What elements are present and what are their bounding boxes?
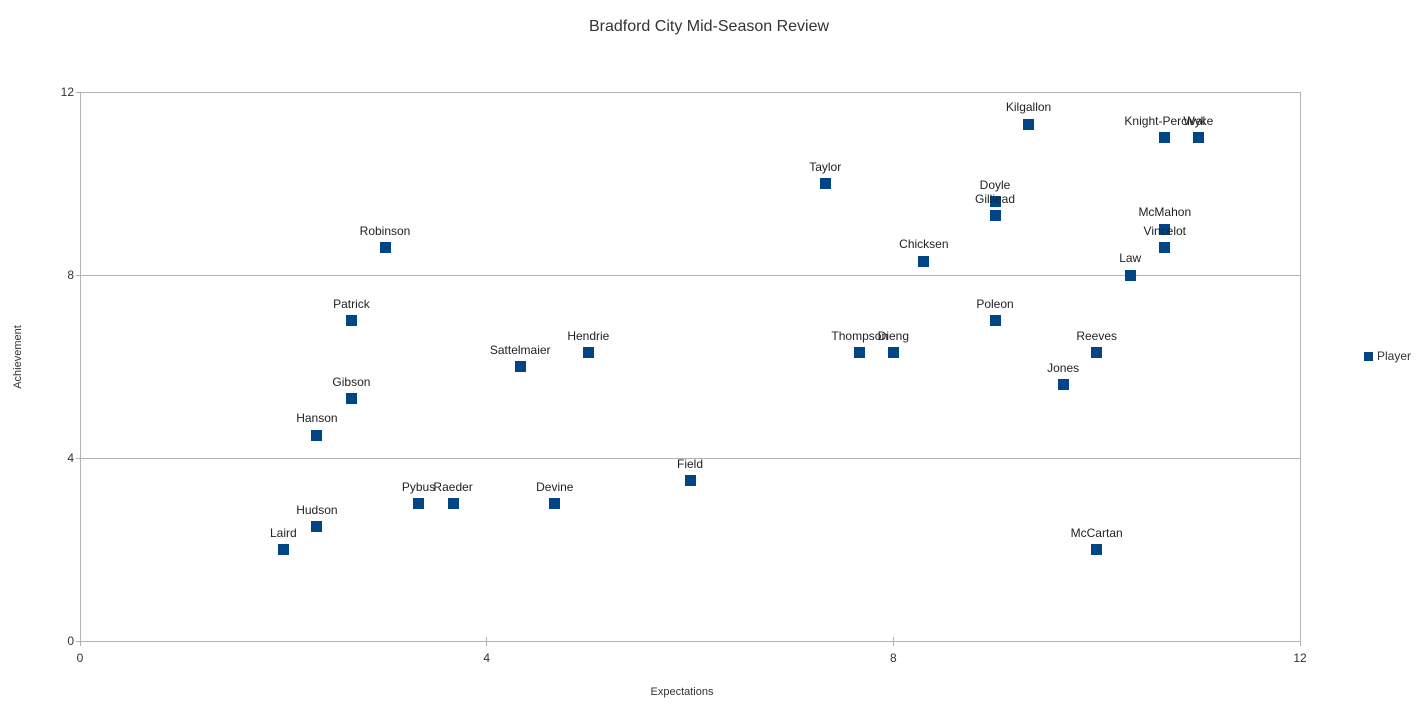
plot-right-border (1299, 92, 1301, 641)
data-point-label: Sattelmaier (489, 342, 551, 357)
data-point-label: Hanson (296, 411, 338, 426)
y-axis-tick (76, 274, 85, 276)
data-point-label: Gilliead (974, 191, 1016, 206)
x-axis-tick (486, 637, 488, 646)
y-axis-tick (76, 640, 85, 642)
data-point-label: Chicksen (899, 237, 949, 252)
data-point-label: Hudson (296, 502, 338, 517)
y-tick-label: 12 (60, 85, 74, 99)
data-point-label: Gibson (332, 374, 371, 389)
data-point-marker (989, 196, 1001, 208)
data-point-label: Patrick (333, 296, 370, 311)
grid-line-horizontal (80, 457, 1300, 459)
data-point-marker (1057, 379, 1069, 391)
data-point-label: McCartan (1070, 525, 1123, 540)
y-axis-tick (76, 457, 85, 459)
data-point-label: Wyke (1183, 113, 1214, 128)
grid-line-horizontal (80, 91, 1300, 93)
data-point-label: Robinson (359, 223, 411, 238)
data-point-marker (1023, 118, 1035, 130)
data-point-label: Reeves (1076, 328, 1117, 343)
data-point-marker (345, 315, 357, 327)
x-tick-label: 4 (483, 651, 490, 665)
data-point-label: Kilgallon (1005, 100, 1052, 115)
data-point-marker (1159, 132, 1171, 144)
data-point-label: Thompson (831, 328, 889, 343)
data-point-marker (989, 315, 1001, 327)
data-point-label: Jones (1047, 360, 1080, 375)
data-point-label: Poleon (976, 296, 1014, 311)
data-point-marker (684, 475, 696, 487)
y-axis-tick (76, 91, 85, 93)
data-point-marker (1124, 269, 1136, 281)
data-point-marker (1159, 242, 1171, 254)
y-axis-line (79, 92, 81, 641)
data-point-label: Law (1119, 251, 1142, 265)
data-point-label: Field (676, 456, 704, 471)
data-point-label: Knight-Percival (1124, 113, 1206, 128)
legend-marker-icon (1364, 351, 1373, 361)
data-point-marker (819, 178, 831, 189)
data-point-marker (277, 544, 289, 555)
x-axis-title: Expectations (650, 686, 714, 698)
data-point-label: Hendrie (567, 328, 610, 343)
data-point-marker (1192, 132, 1204, 144)
data-point-marker (413, 498, 425, 510)
data-point-label: Devine (536, 479, 574, 494)
y-axis-title: Achievement (12, 325, 24, 389)
data-point-marker (887, 347, 899, 359)
data-point-label: Raeder (433, 479, 473, 494)
data-point-label: Doyle (979, 177, 1011, 192)
data-point-label: Pybus (401, 479, 436, 494)
data-point-marker (447, 498, 459, 510)
data-point-marker (514, 361, 526, 372)
data-point-marker (311, 521, 323, 533)
data-point-label: Taylor (809, 159, 842, 174)
x-axis-tick (79, 637, 81, 646)
y-tick-label: 4 (67, 451, 74, 465)
data-point-marker (854, 347, 866, 359)
data-point-marker (989, 210, 1001, 222)
legend-label: Player (1377, 349, 1412, 363)
data-point-marker (1091, 347, 1103, 359)
data-point-marker (1159, 223, 1171, 235)
data-point-label: Dieng (877, 328, 910, 343)
data-point-marker (582, 347, 594, 359)
data-point-label: McMahon (1138, 205, 1192, 220)
data-point-marker (379, 242, 391, 254)
x-axis-line (80, 640, 1300, 642)
x-tick-label: 8 (889, 651, 897, 665)
x-tick-label: 0 (76, 651, 84, 665)
data-point-label: Laird (269, 525, 297, 540)
data-point-label: Vincelot (1143, 223, 1187, 238)
x-tick-label: 12 (1293, 651, 1307, 665)
x-axis-tick (1299, 637, 1301, 646)
data-point-marker (311, 429, 323, 441)
data-point-marker (345, 393, 357, 405)
x-axis-tick (892, 637, 894, 646)
data-point-marker (549, 498, 561, 510)
data-point-marker (918, 255, 930, 267)
chart-title: Bradford City Mid-Season Review (588, 18, 830, 35)
legend: Player (1364, 349, 1411, 363)
y-tick-label: 8 (67, 268, 74, 282)
grid-line-horizontal (80, 274, 1300, 276)
data-point-marker (1091, 544, 1103, 555)
y-tick-label: 0 (67, 634, 74, 648)
